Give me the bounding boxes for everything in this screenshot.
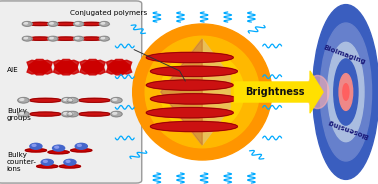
Polygon shape [107, 60, 132, 74]
Circle shape [111, 98, 122, 103]
Polygon shape [27, 60, 52, 74]
Ellipse shape [59, 165, 81, 168]
Circle shape [48, 36, 58, 41]
Polygon shape [161, 39, 202, 145]
Circle shape [62, 111, 73, 117]
Circle shape [77, 144, 81, 146]
Ellipse shape [146, 80, 233, 90]
Circle shape [22, 36, 32, 41]
Polygon shape [54, 60, 79, 74]
Circle shape [99, 36, 109, 41]
Polygon shape [161, 39, 230, 145]
Circle shape [50, 22, 53, 24]
Polygon shape [54, 60, 79, 74]
Circle shape [99, 22, 109, 26]
Ellipse shape [339, 74, 353, 110]
Circle shape [62, 98, 73, 103]
Text: Bioimaging: Bioimaging [322, 45, 366, 66]
Ellipse shape [334, 59, 358, 125]
Ellipse shape [29, 98, 61, 102]
Ellipse shape [48, 151, 69, 154]
Polygon shape [108, 59, 130, 75]
Polygon shape [107, 60, 132, 74]
Ellipse shape [79, 98, 110, 102]
Ellipse shape [150, 94, 237, 104]
Polygon shape [82, 59, 103, 75]
Circle shape [111, 111, 122, 117]
Polygon shape [234, 71, 323, 113]
Circle shape [74, 22, 84, 26]
Polygon shape [56, 59, 77, 75]
Polygon shape [29, 59, 50, 75]
Circle shape [18, 111, 29, 117]
Ellipse shape [53, 37, 78, 40]
Polygon shape [80, 60, 105, 74]
Circle shape [66, 160, 70, 162]
Circle shape [32, 144, 36, 146]
Polygon shape [27, 60, 52, 74]
Circle shape [22, 22, 32, 26]
Ellipse shape [146, 107, 233, 118]
Ellipse shape [79, 22, 104, 26]
Circle shape [101, 22, 105, 24]
Text: Conjugated polymers: Conjugated polymers [70, 10, 147, 16]
Text: AIE: AIE [7, 67, 19, 73]
Circle shape [74, 36, 84, 41]
Ellipse shape [37, 165, 58, 168]
Circle shape [64, 159, 76, 165]
Ellipse shape [146, 52, 233, 63]
Ellipse shape [150, 121, 237, 132]
Circle shape [18, 98, 29, 103]
Circle shape [76, 37, 79, 39]
Text: Bulky
groups: Bulky groups [7, 108, 32, 121]
FancyBboxPatch shape [0, 1, 142, 183]
Circle shape [113, 112, 117, 114]
Ellipse shape [343, 84, 349, 100]
Ellipse shape [150, 66, 237, 77]
Polygon shape [80, 60, 105, 74]
Ellipse shape [79, 37, 104, 40]
Circle shape [75, 143, 87, 149]
Ellipse shape [133, 24, 272, 160]
Circle shape [24, 37, 28, 39]
Circle shape [67, 111, 78, 117]
Circle shape [50, 37, 53, 39]
Circle shape [20, 98, 24, 100]
Text: Bulky
counter-
ions: Bulky counter- ions [7, 152, 37, 172]
Ellipse shape [28, 22, 53, 26]
Circle shape [64, 112, 68, 114]
Circle shape [30, 143, 42, 149]
Circle shape [76, 22, 79, 24]
Circle shape [53, 145, 65, 151]
Ellipse shape [178, 68, 226, 116]
Circle shape [64, 98, 68, 100]
Text: Brightness: Brightness [245, 87, 304, 97]
Circle shape [101, 37, 105, 39]
Ellipse shape [306, 75, 329, 109]
Ellipse shape [161, 51, 244, 133]
Circle shape [113, 98, 117, 100]
Ellipse shape [25, 149, 46, 152]
Circle shape [43, 160, 47, 162]
Ellipse shape [53, 22, 78, 26]
Ellipse shape [29, 112, 61, 116]
Ellipse shape [313, 5, 378, 179]
Circle shape [69, 98, 73, 100]
Ellipse shape [79, 112, 110, 116]
Ellipse shape [320, 23, 372, 161]
Circle shape [69, 112, 73, 114]
Circle shape [24, 22, 28, 24]
Ellipse shape [328, 42, 364, 142]
Ellipse shape [28, 37, 53, 40]
Ellipse shape [71, 149, 92, 152]
Circle shape [55, 146, 59, 148]
Circle shape [41, 159, 53, 165]
Text: Biosensing: Biosensing [326, 118, 369, 139]
Ellipse shape [145, 36, 259, 148]
Circle shape [20, 112, 24, 114]
Circle shape [48, 22, 58, 26]
Circle shape [67, 98, 78, 103]
